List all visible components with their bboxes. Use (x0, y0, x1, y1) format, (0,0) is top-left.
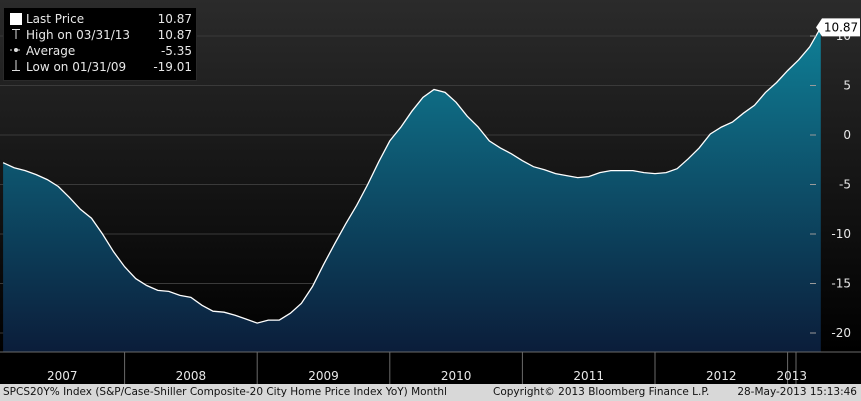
legend-value: 10.87 (157, 12, 192, 26)
legend-row-low: Low on 01/31/09 -19.01 (26, 59, 196, 75)
series-area (3, 27, 821, 353)
footer-ticker: SPCS20Y% Index (S&P/Case-Shiller Composi… (3, 386, 447, 398)
legend-row-average: Average -5.35 (26, 43, 196, 59)
legend-low-marker-icon (12, 60, 20, 71)
legend-average-marker-icon (10, 48, 22, 52)
x-tick-label: 2011 (573, 369, 604, 383)
last-value-tag-label: 10.87 (824, 20, 858, 34)
x-tick-label: 2012 (706, 369, 737, 383)
legend-row-high: High on 03/31/13 10.87 (26, 27, 196, 43)
legend-label: Last Price (26, 12, 85, 26)
x-axis-band (0, 352, 861, 384)
x-tick-label: 2013 (777, 369, 808, 383)
legend-value: -19.01 (153, 60, 192, 74)
legend-value: 10.87 (157, 28, 192, 42)
legend-square-icon (10, 13, 22, 25)
x-tick-label: 2007 (47, 369, 78, 383)
x-axis: 2007 2008 2009 2010 2011 2012 2013 (47, 352, 807, 384)
y-tick-label: -10 (831, 227, 851, 241)
x-tick-label: 2008 (176, 369, 207, 383)
legend-row-last-price: Last Price 10.87 (26, 11, 196, 27)
y-tick-label: -20 (831, 326, 851, 340)
legend-label: Average (26, 44, 76, 58)
x-tick-label: 2009 (308, 369, 339, 383)
y-tick-label: -5 (839, 178, 851, 192)
legend-label: High on 03/31/13 (26, 28, 131, 42)
footer-bar: SPCS20Y% Index (S&P/Case-Shiller Composi… (0, 384, 861, 401)
legend: Last Price 10.87 High on 03/31/13 10.87 … (3, 7, 197, 81)
y-tick-label: 5 (843, 79, 851, 93)
y-tick-label: -15 (831, 277, 851, 291)
x-tick-label: 2010 (441, 369, 472, 383)
footer-timestamp: 28-May-2013 15:13:46 (737, 386, 857, 398)
chart: 1050-5-10-15-20 200720082009201020112012… (0, 0, 861, 384)
legend-high-marker-icon (12, 29, 20, 39)
y-tick-label: 0 (843, 128, 851, 142)
series-line (2, 27, 822, 324)
last-value-tag-box (816, 18, 860, 37)
footer-copyright: Copyright© 2013 Bloomberg Finance L.P. (493, 386, 710, 398)
legend-label: Low on 01/31/09 (26, 60, 127, 74)
last-value-tag: 10.87 (816, 18, 860, 37)
legend-value: -5.35 (160, 44, 192, 58)
